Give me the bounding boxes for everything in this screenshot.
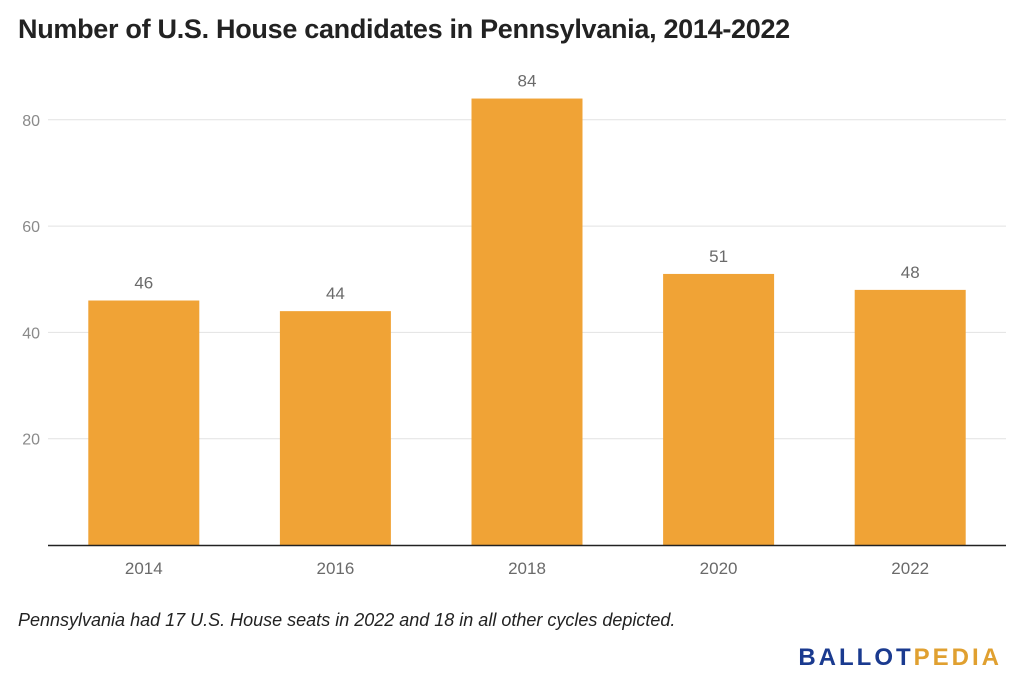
y-tick-label: 60 xyxy=(22,219,40,236)
bar-chart: 20 40 60 80 46 44 84 51 48 2014 2016 2018 2020 2022 xyxy=(22,72,1006,578)
data-label: 84 xyxy=(518,72,537,91)
y-tick-label: 80 xyxy=(22,113,40,130)
data-labels: 46 44 84 51 48 xyxy=(134,72,919,304)
y-tick-label: 40 xyxy=(22,325,40,342)
x-tick-label: 2022 xyxy=(891,559,929,578)
ballotpedia-logo: BALLOTPEDIA xyxy=(798,644,1002,672)
data-label: 48 xyxy=(901,263,920,282)
footnote: Pennsylvania had 17 U.S. House seats in … xyxy=(18,610,676,630)
bar-2020 xyxy=(663,273,775,545)
data-label: 44 xyxy=(326,284,345,303)
chart-title: Number of U.S. House candidates in Penns… xyxy=(18,14,790,44)
y-axis-ticks: 20 40 60 80 xyxy=(22,113,40,449)
logo-part-ballot: BALLOT xyxy=(798,644,914,671)
logo-part-pedia: PEDIA xyxy=(913,644,1002,671)
x-tick-label: 2016 xyxy=(316,559,354,578)
x-tick-label: 2014 xyxy=(125,559,163,578)
data-label: 51 xyxy=(709,247,728,266)
bar-2014 xyxy=(88,300,200,545)
y-tick-label: 20 xyxy=(22,432,40,449)
bar-2018 xyxy=(471,98,583,545)
bar-2016 xyxy=(279,311,391,545)
x-axis-ticks: 2014 2016 2018 2020 2022 xyxy=(125,559,929,578)
bar-2022 xyxy=(854,289,966,545)
x-tick-label: 2018 xyxy=(508,559,546,578)
bars xyxy=(88,98,966,545)
x-tick-label: 2020 xyxy=(700,559,738,578)
data-label: 46 xyxy=(134,274,153,293)
